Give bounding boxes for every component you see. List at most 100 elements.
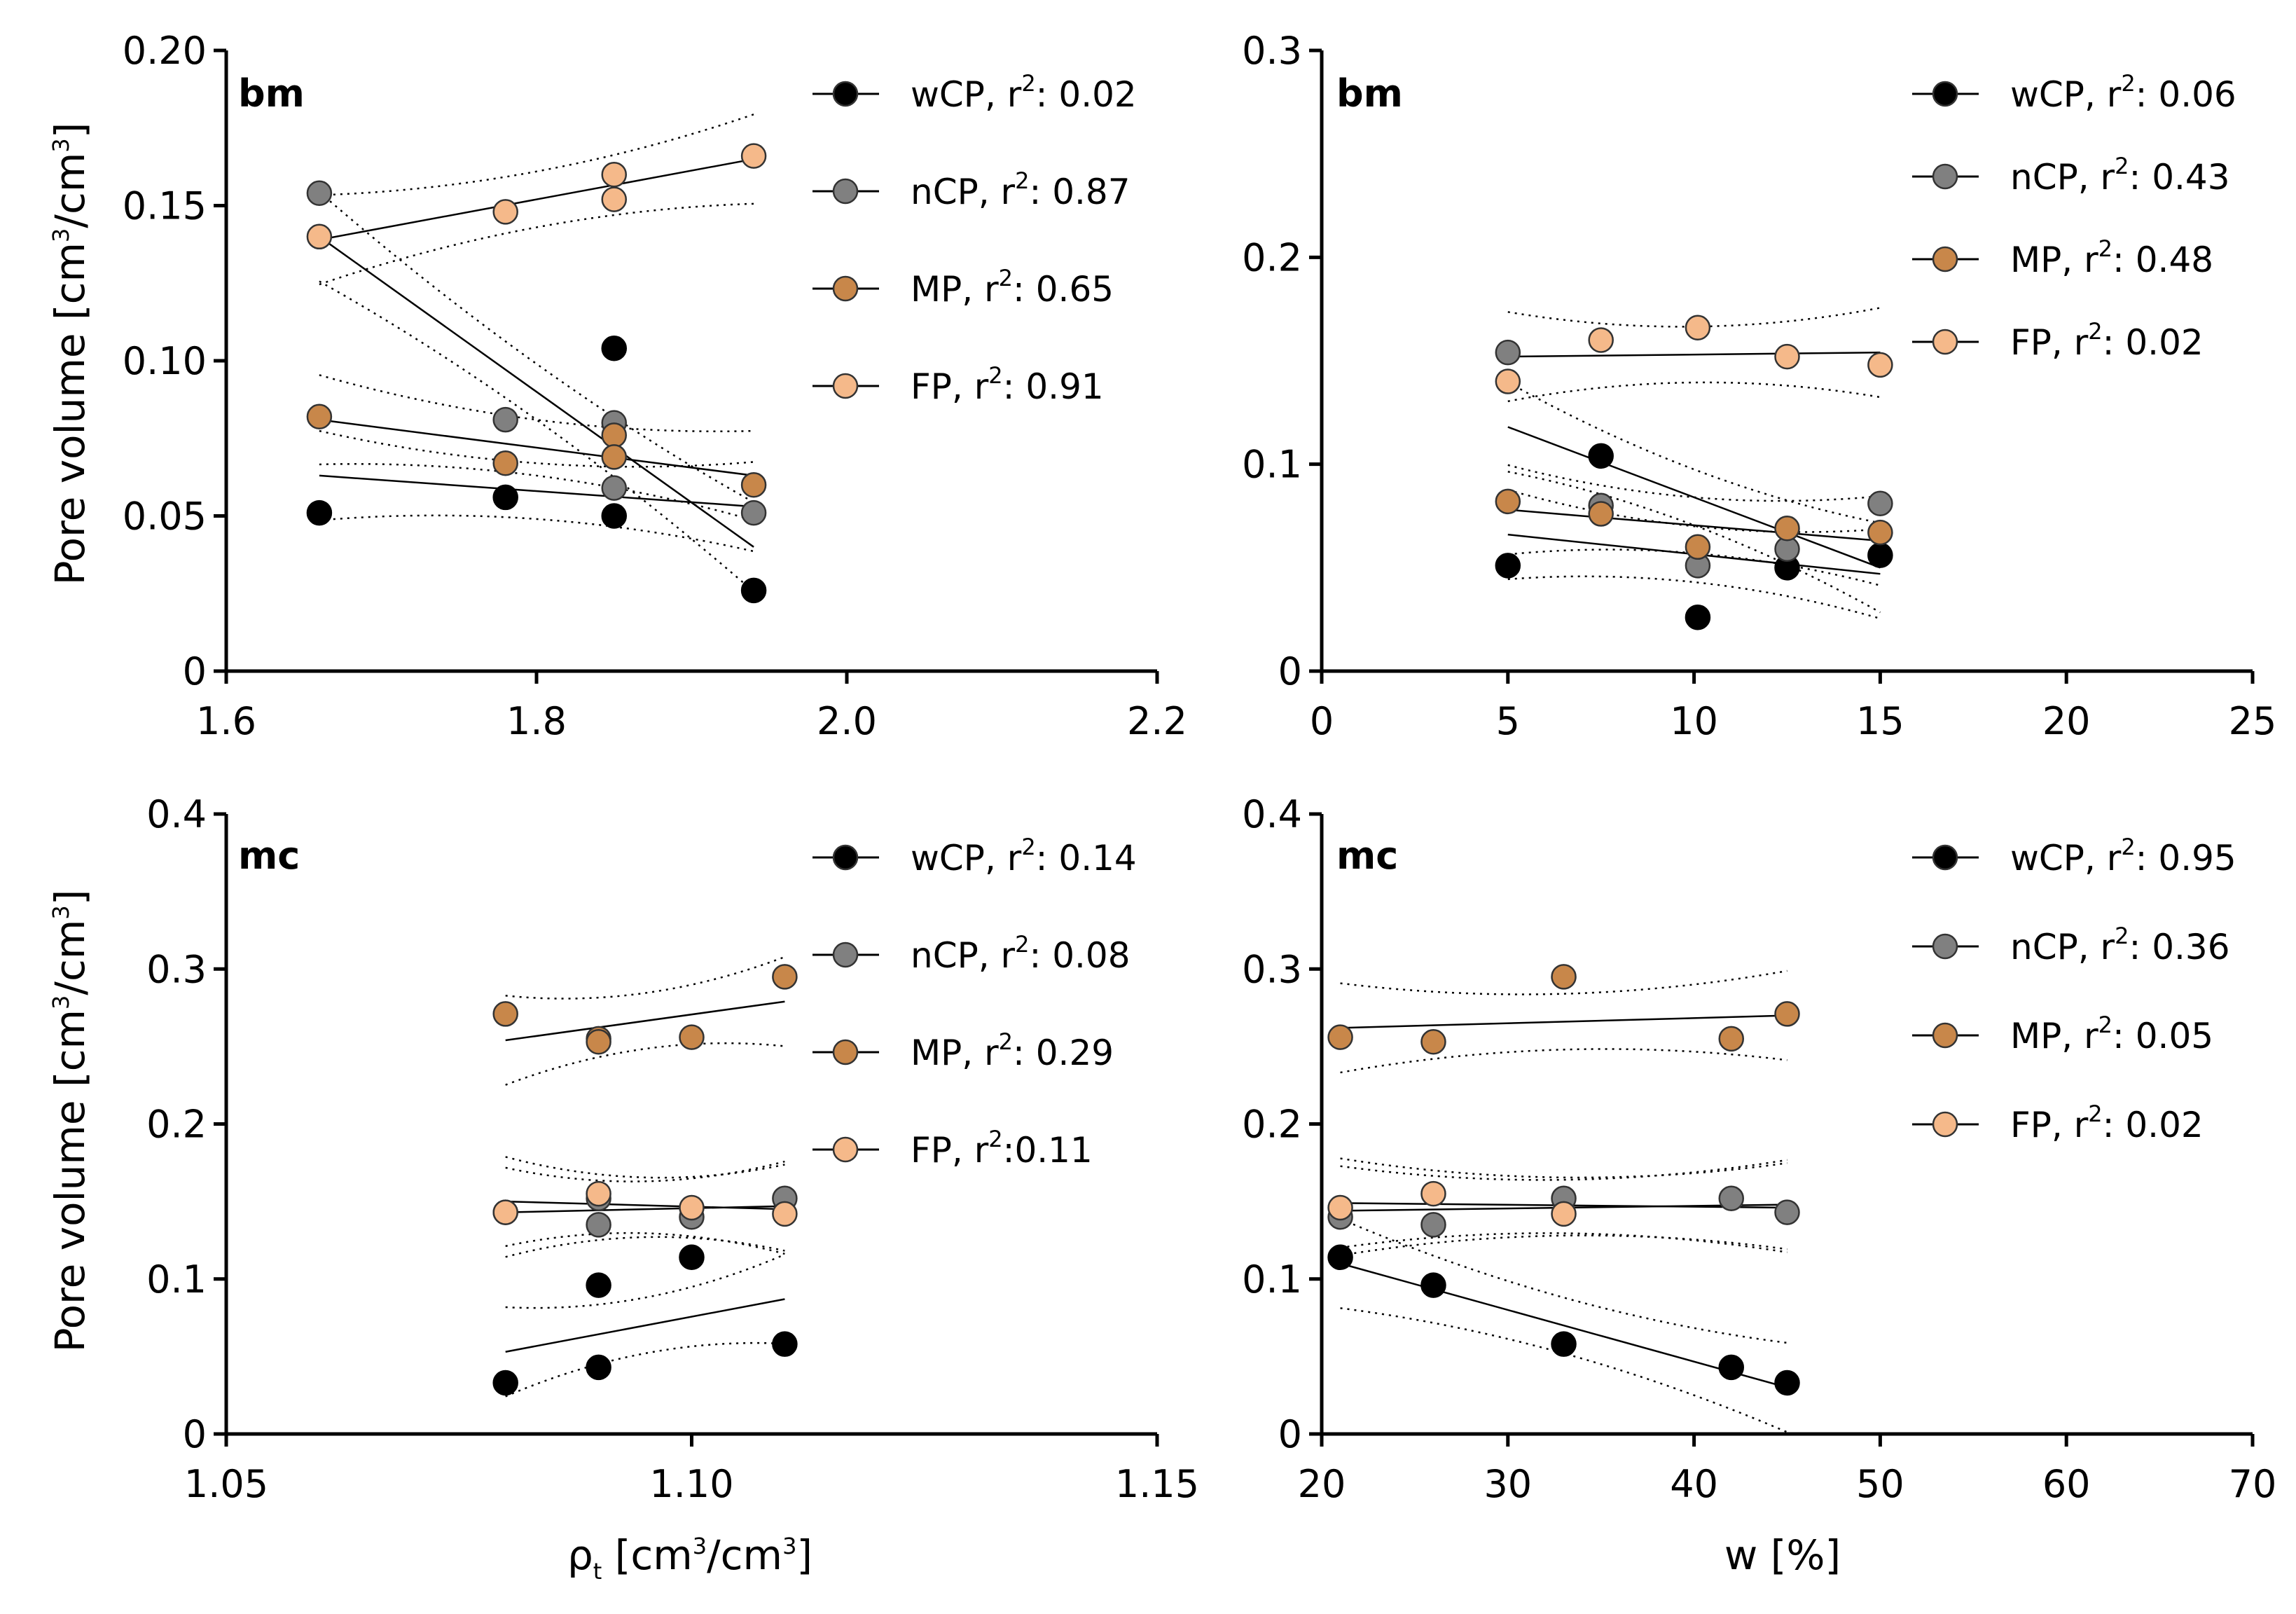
fit-line-nCP <box>505 1205 785 1213</box>
confidence-band-wCP <box>319 514 754 553</box>
x-tick-label: 60 <box>2042 1462 2091 1506</box>
fit-line-FP <box>505 1200 785 1210</box>
data-point-FP <box>1327 1194 1353 1221</box>
data-point-MP <box>586 1028 611 1055</box>
data-point-MP <box>1774 515 1800 542</box>
confidence-band-wCP <box>1507 381 1881 524</box>
data-point-wCP <box>1588 443 1614 469</box>
data-point-MP <box>601 444 627 470</box>
legend-marker-nCP <box>1932 933 1958 960</box>
legend-marker-MP <box>1932 1022 1958 1049</box>
panel-bm-water: 0 0.1 0.2 0.3 0 5 10 15 20 25 bm wCP, r2: 0.06 nCP… <box>1242 29 2276 743</box>
data-point-FP <box>1588 327 1614 353</box>
data-point-MP <box>1718 1026 1745 1052</box>
x-tick-label: 5 <box>1496 699 1520 743</box>
data-point-nCP <box>492 406 518 433</box>
data-point-FP <box>601 186 627 212</box>
legend-label-FP: FP, r2: 0.02 <box>2010 1101 2204 1145</box>
data-point-FP <box>1867 352 1893 378</box>
data-point-wCP <box>492 1370 518 1396</box>
legend-marker-MP <box>832 1039 859 1065</box>
data-point-wCP <box>1867 542 1893 568</box>
confidence-band-MP <box>1507 549 1881 586</box>
y-tick-label: 0.2 <box>1242 1103 1302 1147</box>
data-point-wCP <box>772 1331 798 1357</box>
x-tick-label: 20 <box>2042 699 2091 743</box>
legend-label-nCP: nCP, r2: 0.43 <box>2010 153 2230 198</box>
data-point-nCP <box>601 475 627 501</box>
x-axis-title: ρt [cm3/cm3] <box>567 1531 812 1585</box>
y-tick-label: 0.15 <box>123 184 207 228</box>
panel-mc-density: 0 0.1 0.2 0.3 0.4 1.05 1.10 1.15 mc wCP, r2: 0.… <box>46 792 1199 1585</box>
confidence-band-FP <box>319 113 754 196</box>
data-point-nCP <box>586 1212 611 1238</box>
x-tick-label: 1.15 <box>1115 1462 1199 1506</box>
confidence-band-MP <box>319 463 754 521</box>
data-point-MP <box>1495 488 1521 515</box>
x-tick-label: 0 <box>1310 699 1334 743</box>
confidence-band-MP <box>1507 464 1881 502</box>
legend-label-MP: MP, r2: 0.48 <box>2010 235 2213 280</box>
fit-line-FP <box>319 158 754 241</box>
y-tick-label: 0.1 <box>1242 1257 1302 1302</box>
data-point-FP <box>1685 315 1711 340</box>
legend-marker-FP <box>1932 1111 1958 1138</box>
data-point-MP <box>740 471 767 498</box>
data-point-FP <box>1495 368 1521 394</box>
y-tick-label: 0.20 <box>123 29 207 73</box>
data-point-FP <box>492 199 518 225</box>
data-point-wCP <box>1685 604 1711 630</box>
legend-marker-wCP <box>1932 844 1958 871</box>
data-point-nCP <box>306 180 333 207</box>
confidence-band-wCP <box>1340 1218 1787 1344</box>
confidence-band-wCP <box>1340 1307 1787 1433</box>
confidence-band-MP <box>1340 1048 1787 1074</box>
data-point-FP <box>601 161 627 188</box>
data-point-FP <box>1774 343 1800 370</box>
confidence-band-FP <box>1507 381 1881 403</box>
data-point-FP <box>740 143 767 169</box>
legend-marker-FP <box>832 1136 859 1163</box>
fit-line-MP <box>1507 509 1881 542</box>
x-tick-label: 20 <box>1298 1462 1346 1506</box>
y-tick-label: 0 <box>1278 649 1302 694</box>
x-tick-label: 1.05 <box>184 1462 268 1506</box>
x-tick-label: 30 <box>1484 1462 1532 1506</box>
legend-marker-MP <box>832 275 859 302</box>
data-point-nCP <box>740 499 767 526</box>
legend-marker-nCP <box>832 942 859 968</box>
y-axis-title: Pore volume [cm3/cm3] <box>46 123 94 586</box>
data-point-MP <box>306 404 333 429</box>
legend-label-MP: MP, r2: 0.65 <box>911 265 1114 310</box>
confidence-band-MP <box>1340 970 1787 995</box>
panel-label: bm <box>238 71 305 116</box>
y-tick-label: 0 <box>183 1412 207 1456</box>
data-point-MP <box>492 1001 518 1027</box>
x-tick-label: 25 <box>2229 699 2277 743</box>
confidence-band-nCP <box>1507 489 1881 533</box>
y-tick-label: 0 <box>1278 1412 1302 1456</box>
legend-marker-nCP <box>1932 163 1958 190</box>
data-point-wCP <box>1327 1244 1353 1271</box>
data-point-FP <box>492 1199 518 1225</box>
data-point-MP <box>601 422 627 448</box>
x-tick-label: 40 <box>1670 1462 1718 1506</box>
confidence-band-FP <box>319 202 754 286</box>
data-point-nCP <box>1867 490 1893 517</box>
fit-line-wCP <box>1340 1262 1787 1388</box>
data-point-MP <box>1588 501 1614 527</box>
panel-bm-density: 0 0.05 0.10 0.15 0.20 1.6 1.8 2.0 2.2 bm wCP, r2… <box>46 29 1187 743</box>
confidence-band-wCP <box>505 1341 785 1398</box>
data-point-wCP <box>1420 1272 1446 1298</box>
legend-label-FP: FP, r2: 0.91 <box>911 362 1104 407</box>
y-tick-label: 0.3 <box>146 947 207 991</box>
confidence-band-nCP <box>1507 575 1881 620</box>
legend-label-wCP: wCP, r2: 0.02 <box>911 70 1137 115</box>
data-point-nCP <box>1774 1199 1800 1225</box>
data-point-wCP <box>1551 1331 1577 1357</box>
fit-line-MP <box>505 1000 785 1042</box>
legend-label-FP: FP, r2:0.11 <box>911 1126 1093 1171</box>
data-point-FP <box>1551 1201 1577 1227</box>
data-point-MP <box>492 450 518 476</box>
